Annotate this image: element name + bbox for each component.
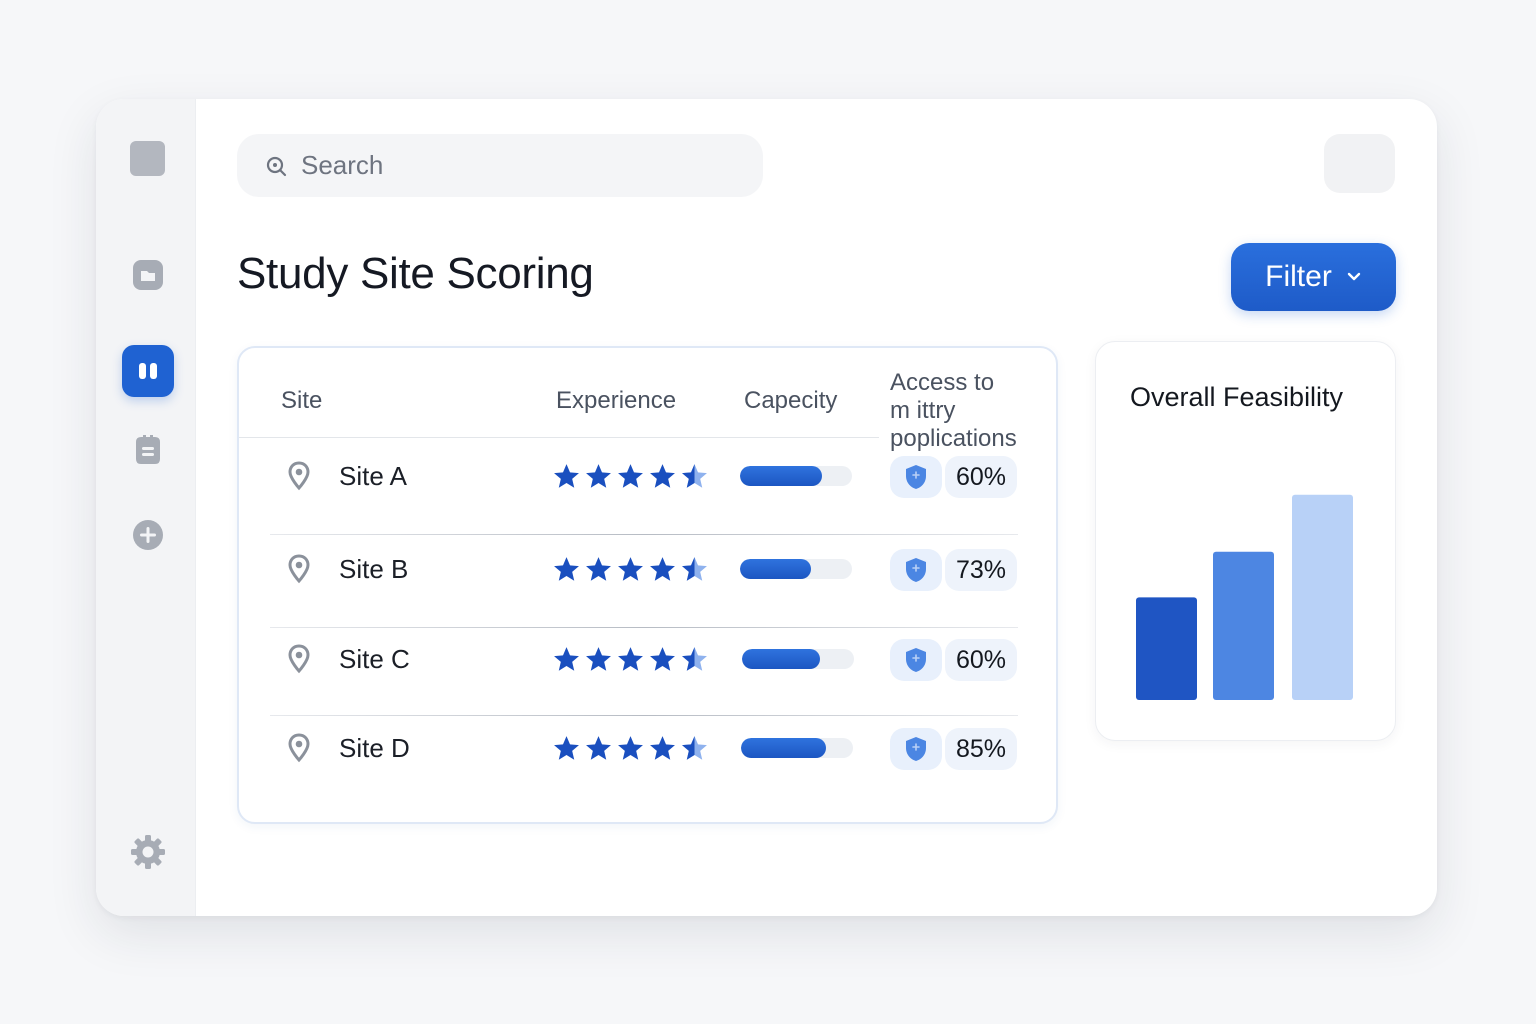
columns-icon[interactable] xyxy=(122,345,174,397)
app-logo[interactable] xyxy=(130,141,165,176)
site-name[interactable]: Site B xyxy=(339,554,409,584)
site-name[interactable]: Site C xyxy=(339,644,410,674)
header-access-line1: Access to xyxy=(890,369,995,396)
capacity-bar-fill xyxy=(741,738,827,758)
capacity-bar xyxy=(740,559,852,579)
chart-bar xyxy=(1213,551,1274,700)
capacity-bar xyxy=(742,649,854,669)
site-name[interactable]: Site A xyxy=(339,461,407,491)
location-pin-icon xyxy=(288,733,310,763)
star-icon xyxy=(650,736,675,760)
search-input[interactable]: Search xyxy=(237,134,763,197)
header-access-line2: m ittry xyxy=(890,397,956,424)
feasibility-chart xyxy=(1136,494,1353,700)
chart-bar xyxy=(1292,494,1353,700)
access-badge xyxy=(890,728,942,770)
star-icon xyxy=(618,557,643,581)
site-table: Site Experience Capecity Access to m itt… xyxy=(237,346,1058,824)
experience-rating xyxy=(552,555,709,584)
shield-icon xyxy=(906,465,926,489)
row-divider xyxy=(270,627,1018,628)
shield-icon xyxy=(906,737,926,761)
half-star-icon xyxy=(682,736,707,760)
shield-icon xyxy=(906,558,926,582)
experience-rating xyxy=(552,734,709,763)
capacity-bar xyxy=(741,738,853,758)
feasibility-chart-card: Overall Feasibility xyxy=(1095,341,1396,741)
star-icon xyxy=(554,464,579,488)
access-badge xyxy=(890,549,942,591)
chevron-down-icon xyxy=(1347,272,1361,281)
capacity-bar-fill xyxy=(740,466,822,486)
star-icon xyxy=(618,736,643,760)
access-badge xyxy=(890,639,942,681)
chart-title: Overall Feasibility xyxy=(1130,382,1344,412)
star-icon xyxy=(650,464,675,488)
star-icon xyxy=(586,647,611,671)
experience-rating xyxy=(552,645,709,674)
shield-icon xyxy=(906,648,926,672)
star-icon xyxy=(586,464,611,488)
access-percentage: 85% xyxy=(945,728,1017,770)
star-icon xyxy=(618,464,643,488)
site-name[interactable]: Site D xyxy=(339,733,410,763)
experience-rating xyxy=(552,462,709,491)
star-icon xyxy=(586,736,611,760)
folder-icon[interactable] xyxy=(132,259,164,291)
app-window: Search Study Site Scoring Filter Site Ex… xyxy=(96,99,1437,916)
half-star-icon xyxy=(682,647,707,671)
half-star-icon xyxy=(682,464,707,488)
star-icon xyxy=(650,647,675,671)
header-capacity[interactable]: Capecity xyxy=(744,387,838,414)
access-percentage: 60% xyxy=(945,456,1017,498)
capacity-bar-fill xyxy=(742,649,821,669)
filter-label: Filter xyxy=(1265,260,1332,293)
star-icon xyxy=(650,557,675,581)
location-pin-icon xyxy=(288,554,310,584)
access-percentage: 73% xyxy=(945,549,1017,591)
header-experience[interactable]: Experience xyxy=(556,387,677,414)
avatar[interactable] xyxy=(1324,134,1395,193)
star-icon xyxy=(554,647,579,671)
star-icon xyxy=(618,647,643,671)
star-icon xyxy=(554,557,579,581)
header-divider xyxy=(239,437,879,438)
chart-bar xyxy=(1136,597,1197,700)
filter-button[interactable]: Filter xyxy=(1231,243,1396,311)
capacity-bar-fill xyxy=(740,559,811,579)
location-pin-icon xyxy=(288,461,310,491)
location-pin-icon xyxy=(288,644,310,674)
access-percentage: 60% xyxy=(945,639,1017,681)
search-placeholder: Search xyxy=(301,150,384,180)
star-icon xyxy=(554,736,579,760)
page-title: Study Site Scoring xyxy=(237,249,594,298)
header-site[interactable]: Site xyxy=(281,387,323,414)
search-icon xyxy=(266,156,287,176)
list-icon[interactable] xyxy=(132,433,164,465)
row-divider xyxy=(270,715,1018,716)
sidebar xyxy=(96,99,196,916)
add-icon[interactable] xyxy=(132,519,164,551)
access-badge xyxy=(890,456,942,498)
capacity-bar xyxy=(740,466,852,486)
settings-icon[interactable] xyxy=(130,834,166,870)
row-divider xyxy=(270,534,1018,535)
half-star-icon xyxy=(682,557,707,581)
header-access-line3: poplications xyxy=(890,425,1017,452)
star-icon xyxy=(586,557,611,581)
header-access[interactable]: Access to m ittry poplications xyxy=(890,369,1017,453)
